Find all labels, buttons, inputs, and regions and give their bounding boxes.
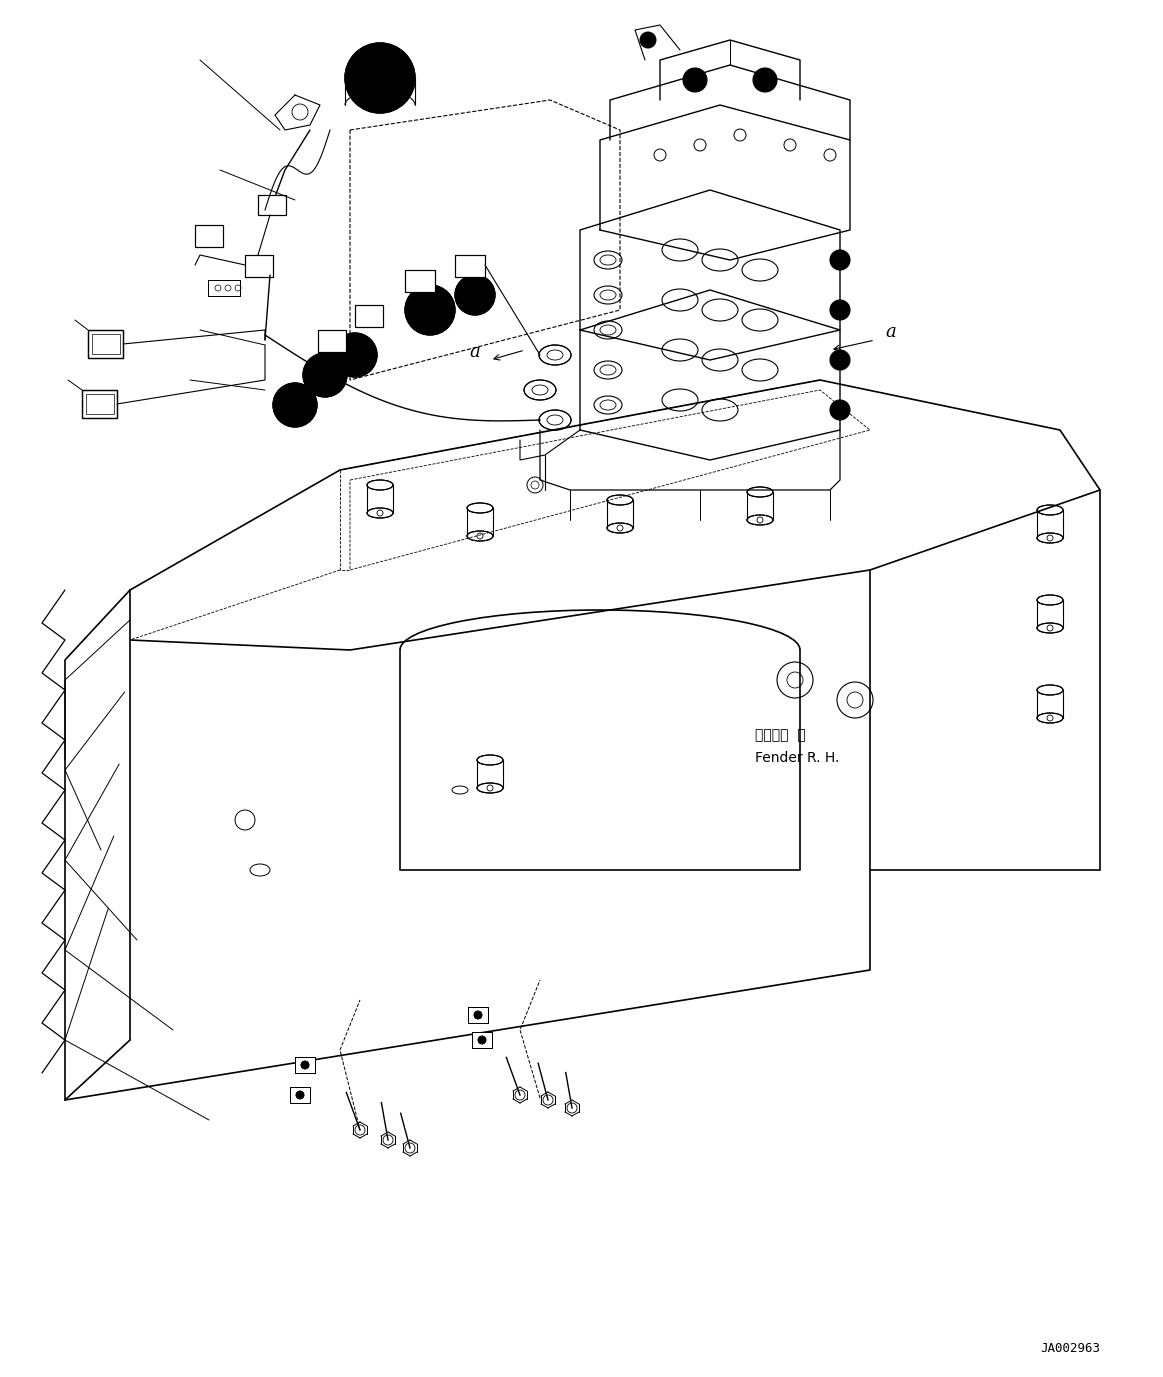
Ellipse shape (1037, 713, 1063, 723)
Bar (405, 270, 435, 292)
Text: JA002963: JA002963 (1040, 1343, 1100, 1355)
Ellipse shape (525, 380, 556, 399)
Ellipse shape (607, 494, 633, 505)
Circle shape (640, 32, 656, 48)
Bar (472, 1031, 492, 1048)
Circle shape (752, 67, 777, 92)
Circle shape (345, 43, 415, 113)
Bar (455, 255, 485, 277)
Bar (295, 1058, 315, 1073)
Bar (405, 270, 435, 292)
Bar (83, 390, 117, 419)
Bar (92, 335, 120, 354)
Ellipse shape (368, 481, 393, 490)
Ellipse shape (747, 515, 773, 525)
Circle shape (301, 1062, 309, 1069)
Ellipse shape (538, 410, 571, 430)
Ellipse shape (538, 346, 571, 365)
Ellipse shape (1037, 505, 1063, 515)
Bar (245, 255, 273, 277)
Bar (468, 1007, 488, 1023)
Bar (290, 1086, 311, 1103)
Bar (355, 304, 383, 326)
Text: フェンダ  右: フェンダ 右 (755, 728, 806, 742)
Ellipse shape (477, 784, 504, 793)
Text: a: a (469, 343, 480, 361)
Bar (290, 1086, 311, 1103)
Circle shape (297, 1091, 304, 1099)
Bar (295, 1058, 315, 1073)
Circle shape (273, 383, 317, 427)
Ellipse shape (468, 503, 493, 514)
Ellipse shape (468, 532, 493, 541)
Ellipse shape (477, 755, 504, 766)
Bar (355, 304, 383, 326)
Bar (258, 196, 286, 215)
Bar (88, 330, 123, 358)
Bar (83, 390, 117, 419)
Ellipse shape (747, 487, 773, 497)
Circle shape (830, 350, 850, 370)
Bar (195, 224, 223, 246)
Circle shape (455, 275, 495, 315)
Circle shape (405, 285, 455, 335)
Circle shape (830, 251, 850, 270)
Bar (208, 280, 240, 296)
Circle shape (830, 399, 850, 420)
Ellipse shape (1037, 684, 1063, 695)
Bar (468, 1007, 488, 1023)
Bar (195, 224, 223, 246)
Text: Fender R. H.: Fender R. H. (755, 750, 840, 766)
Bar (88, 330, 123, 358)
Circle shape (830, 300, 850, 319)
Bar (472, 1031, 492, 1048)
Ellipse shape (1037, 595, 1063, 605)
Circle shape (333, 333, 377, 377)
Circle shape (304, 353, 347, 397)
Text: a: a (885, 324, 896, 341)
Ellipse shape (1037, 622, 1063, 633)
Bar (208, 280, 240, 296)
Bar (86, 394, 114, 414)
Ellipse shape (1037, 533, 1063, 543)
Bar (245, 255, 273, 277)
Bar (317, 330, 347, 353)
Bar (455, 255, 485, 277)
Ellipse shape (607, 523, 633, 533)
Ellipse shape (368, 508, 393, 518)
Bar (317, 330, 347, 353)
Bar (258, 196, 286, 215)
Circle shape (478, 1036, 486, 1044)
Circle shape (475, 1011, 481, 1019)
Circle shape (683, 67, 707, 92)
